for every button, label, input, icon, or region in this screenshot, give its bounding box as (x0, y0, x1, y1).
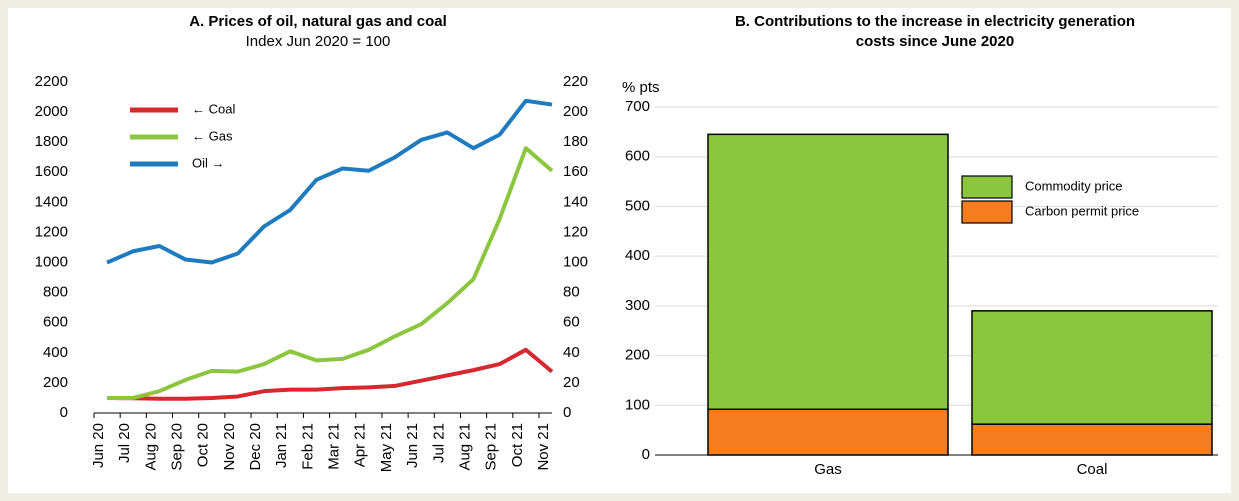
y2-tick-label: 220 (563, 73, 588, 90)
y2-tick-label: 140 (563, 193, 588, 210)
y-tick-label: 400 (625, 247, 650, 264)
x-tick-label: Jul 20 (116, 423, 133, 463)
x-tick-label: Apr 21 (352, 423, 369, 467)
y-tick-label: 1200 (35, 223, 68, 240)
legend-swatch (961, 175, 1013, 199)
x-tick-label: Gas (814, 461, 842, 478)
y2-tick-label: 20 (563, 374, 580, 391)
y2-tick-label: 160 (563, 163, 588, 180)
y-tick-label: 500 (625, 197, 650, 214)
y-tick-label: 400 (43, 344, 68, 361)
legend-label: ← Gas (192, 128, 233, 143)
y2-tick-label: 60 (563, 314, 580, 331)
y-tick-label: 0 (642, 446, 650, 463)
y2-tick-label: 180 (563, 133, 588, 150)
chart-title: B. Contributions to the increase in elec… (735, 13, 1135, 30)
bar-segment (707, 408, 949, 456)
legend-label: ← Coal (192, 101, 235, 116)
y-tick-label: 1800 (35, 133, 68, 150)
x-tick-label: Jun 21 (404, 423, 421, 468)
x-tick-label: Sep 21 (483, 423, 500, 471)
bar-segment (971, 423, 1213, 456)
y2-tick-label: 0 (563, 404, 571, 421)
x-tick-label: Jul 21 (430, 423, 447, 463)
x-tick-label: Jan 21 (273, 423, 290, 468)
y-tick-label: 100 (625, 396, 650, 413)
chart-title: A. Prices of oil, natural gas and coal (189, 13, 447, 30)
chart-title: costs since June 2020 (856, 33, 1014, 50)
series-line (107, 146, 554, 400)
y2-tick-label: 80 (563, 284, 580, 301)
y-tick-label: 1400 (35, 193, 68, 210)
bar-segment (971, 310, 1213, 425)
x-tick-label: Feb 21 (299, 423, 316, 470)
y-tick-label: 2200 (35, 73, 68, 90)
legend-label: Oil → (192, 155, 225, 170)
chart-subtitle: Index Jun 2020 = 100 (246, 33, 391, 50)
legend-swatch (961, 200, 1013, 224)
x-tick-label: Aug 20 (142, 423, 159, 471)
y-tick-label: 700 (625, 98, 650, 115)
y-tick-label: 800 (43, 284, 68, 301)
y-axis-label: % pts (622, 79, 660, 96)
x-tick-label: Sep 20 (168, 423, 185, 471)
x-tick-label: Nov 20 (221, 423, 238, 471)
y-tick-label: 1000 (35, 254, 68, 271)
series-line (106, 98, 553, 265)
x-tick-label: Oct 21 (509, 423, 526, 467)
y2-tick-label: 100 (563, 254, 588, 271)
x-tick-label: Aug 21 (456, 423, 473, 471)
y-tick-label: 600 (43, 314, 68, 331)
y-tick-label: 200 (625, 347, 650, 364)
legend-label: Carbon permit price (1025, 203, 1139, 218)
y2-tick-label: 200 (563, 103, 588, 120)
x-tick-label: Dec 20 (247, 423, 264, 471)
y-tick-label: 1600 (35, 163, 68, 180)
y2-tick-label: 40 (563, 344, 580, 361)
x-tick-label: May 21 (378, 423, 395, 472)
series-line (106, 347, 554, 401)
x-tick-label: Jun 20 (90, 423, 107, 468)
x-tick-label: Coal (1077, 461, 1108, 478)
y2-tick-label: 120 (563, 223, 588, 240)
legend-label: Commodity price (1025, 178, 1123, 193)
y-tick-label: 0 (60, 404, 68, 421)
x-tick-label: Nov 21 (535, 423, 552, 471)
y-tick-label: 200 (43, 374, 68, 391)
y-tick-label: 2000 (35, 103, 68, 120)
y-tick-label: 300 (625, 297, 650, 314)
x-tick-label: Oct 20 (195, 423, 212, 467)
x-tick-label: Mar 21 (326, 423, 343, 470)
y-tick-label: 600 (625, 148, 650, 165)
bar-segment (707, 133, 949, 411)
